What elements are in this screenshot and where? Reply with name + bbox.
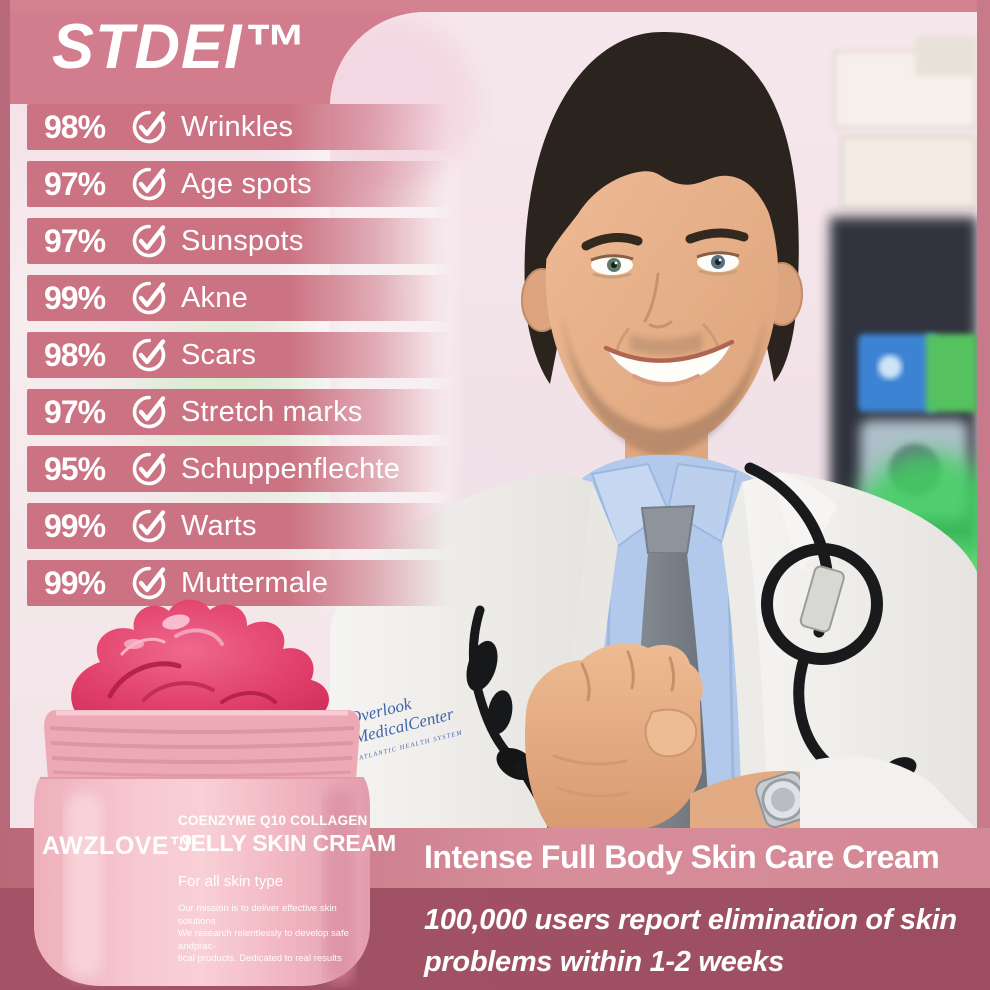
stat-label: Age spots [181,167,312,200]
jar-mission-text: Our mission is to deliver effective skin… [178,903,370,966]
stat-row: 98% Scars [27,332,451,378]
stat-row: 99% Akne [27,275,451,321]
stat-label: Wrinkles [181,110,294,143]
jar-subtitle: For all skin type [178,873,284,890]
stat-row: 97% Age spots [27,161,451,207]
stat-label: Sunspots [181,224,304,257]
stat-label: Schuppenflechte [181,452,401,485]
stat-row: 99% Warts [27,503,451,549]
stat-label: Stretch marks [181,395,363,428]
jar-label: COENZYME Q10 COLLAGEN JELLY SKIN CREAM F… [178,813,396,966]
circle-check-icon [132,509,166,543]
circle-check-icon [132,395,166,429]
stat-percent: 97% [44,165,106,202]
jar-illustration [34,599,370,986]
stat-row: 97% Stretch marks [27,389,451,435]
stat-percent: 95% [44,450,106,487]
circle-check-icon [132,281,166,315]
stat-row: 97% Sunspots [27,218,451,264]
circle-check-icon [132,566,166,600]
jar-brand: AWZLOVE™ [42,832,195,860]
footer-subline-1: 100,000 users report elimination of skin [424,904,957,936]
jar-heading-line1: COENZYME Q10 COLLAGEN [178,813,368,828]
stat-percent: 98% [44,108,106,145]
jar-heading-line2: JELLY SKIN CREAM [178,830,396,856]
frame-left [0,0,10,830]
stat-label: Scars [181,338,257,371]
circle-check-icon [132,224,166,258]
circle-check-icon [132,110,166,144]
frame-top [0,0,990,12]
footer-subline: 100,000 users report elimination of skin… [424,899,957,983]
stat-row: 95% Schuppenflechte [27,446,451,492]
stat-percent: 97% [44,222,106,259]
stat-percent: 99% [44,564,106,601]
stat-label: Akne [181,281,248,314]
stat-label: Warts [181,509,257,542]
stats-list: 98% Wrinkles 97% Age spots 97% Sunspots [27,104,451,606]
circle-check-icon [132,452,166,486]
frame-right [977,0,990,830]
stat-percent: 98% [44,336,106,373]
circle-check-icon [132,167,166,201]
footer-subline-2: problems within 1-2 weeks [424,946,784,978]
circle-check-icon [132,338,166,372]
product-jar-image: AWZLOVE™ COENZYME Q10 COLLAGEN JELLY SKI… [26,596,396,988]
stat-percent: 99% [44,279,106,316]
jar-mission-line3: tical products. Dedicated to real result… [178,953,342,964]
footer-headline: Intense Full Body Skin Care Cream [424,839,940,875]
brand-title: STDEI™ [52,12,307,82]
stat-percent: 97% [44,393,106,430]
stat-row: 98% Wrinkles [27,104,451,150]
stat-label: Muttermale [181,566,329,599]
stat-percent: 99% [44,507,106,544]
stat-row: 99% Muttermale [27,560,451,606]
jar-mission-line1: Our mission is to deliver effective skin… [178,903,337,927]
jar-mission-line2: We research relentlessly to develop safe… [178,928,349,952]
